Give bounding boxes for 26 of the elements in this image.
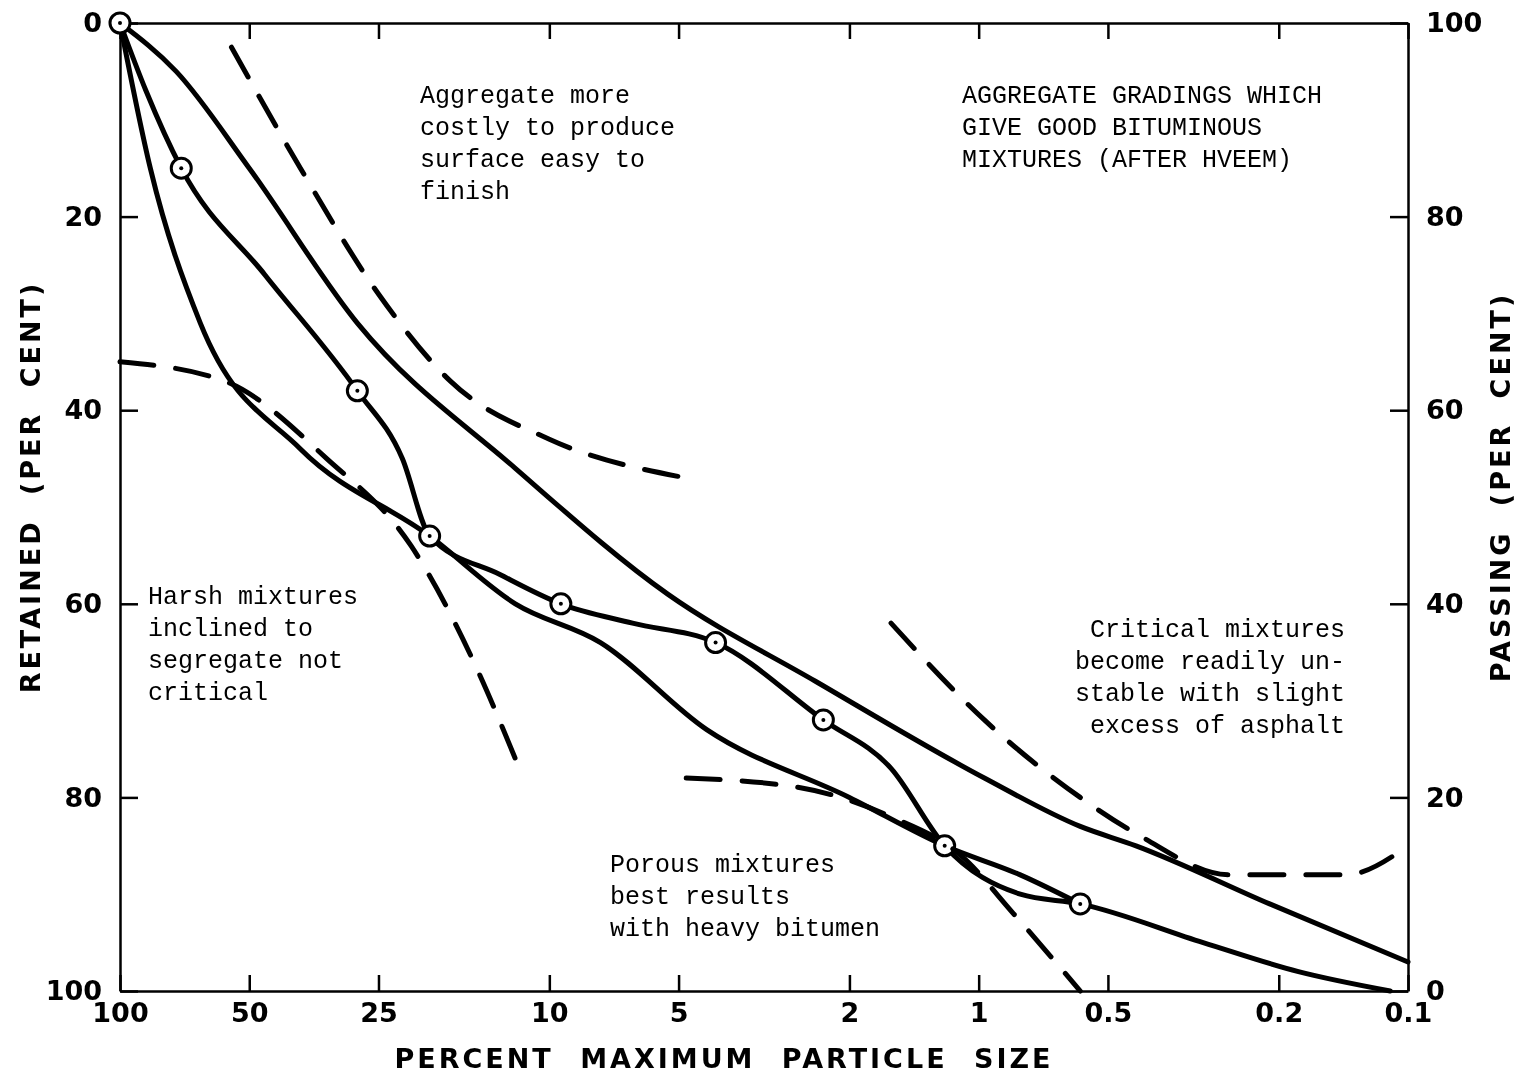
y-tick-label: 80	[64, 781, 102, 813]
annotation: Aggregate more costly to produce surface easy to finish	[420, 82, 676, 207]
y2-tick-label: 60	[1426, 394, 1464, 426]
x-tick-label: 50	[230, 997, 269, 1029]
y2-tick-label: 100	[1426, 7, 1483, 39]
x-tick-label: 5	[669, 997, 689, 1029]
y2-tick-label: 20	[1426, 781, 1464, 813]
x-tick-label: 0.2	[1255, 997, 1304, 1029]
x-tick-label: 2	[840, 997, 860, 1029]
y-tick-label: 40	[64, 394, 102, 426]
x-tick-label: 25	[360, 997, 398, 1029]
y-tick-label: 60	[64, 587, 102, 619]
y-axis-title: RETAINED (PER CENT)	[15, 280, 46, 694]
x-tick-label: 10	[531, 997, 569, 1029]
y-tick-label: 20	[64, 200, 102, 232]
x-tick-label: 0.5	[1084, 997, 1133, 1029]
annotation: Porous mixtures best results with heavy bitumen	[610, 851, 881, 944]
x-axis-title: PERCENT MAXIMUM PARTICLE SIZE	[394, 1043, 1054, 1074]
annotation: Critical mixtures become readily un- stable with slight excess of asphalt	[1074, 616, 1345, 741]
y2-axis-title: PASSING (PER CENT)	[1485, 291, 1516, 683]
text: AGGREGATE GRADINGS WHICH GIVE GOOD BITUMINOUS MIXTURES (AFTER HVEEM)	[962, 82, 1323, 175]
x-tick-label: 1	[969, 997, 989, 1029]
y2-tick-label: 40	[1426, 587, 1464, 619]
annotation: Harsh mixtures inclined to segregate not critical	[148, 583, 359, 708]
y-tick-label: 0	[83, 7, 102, 39]
y2-tick-label: 80	[1426, 200, 1464, 232]
